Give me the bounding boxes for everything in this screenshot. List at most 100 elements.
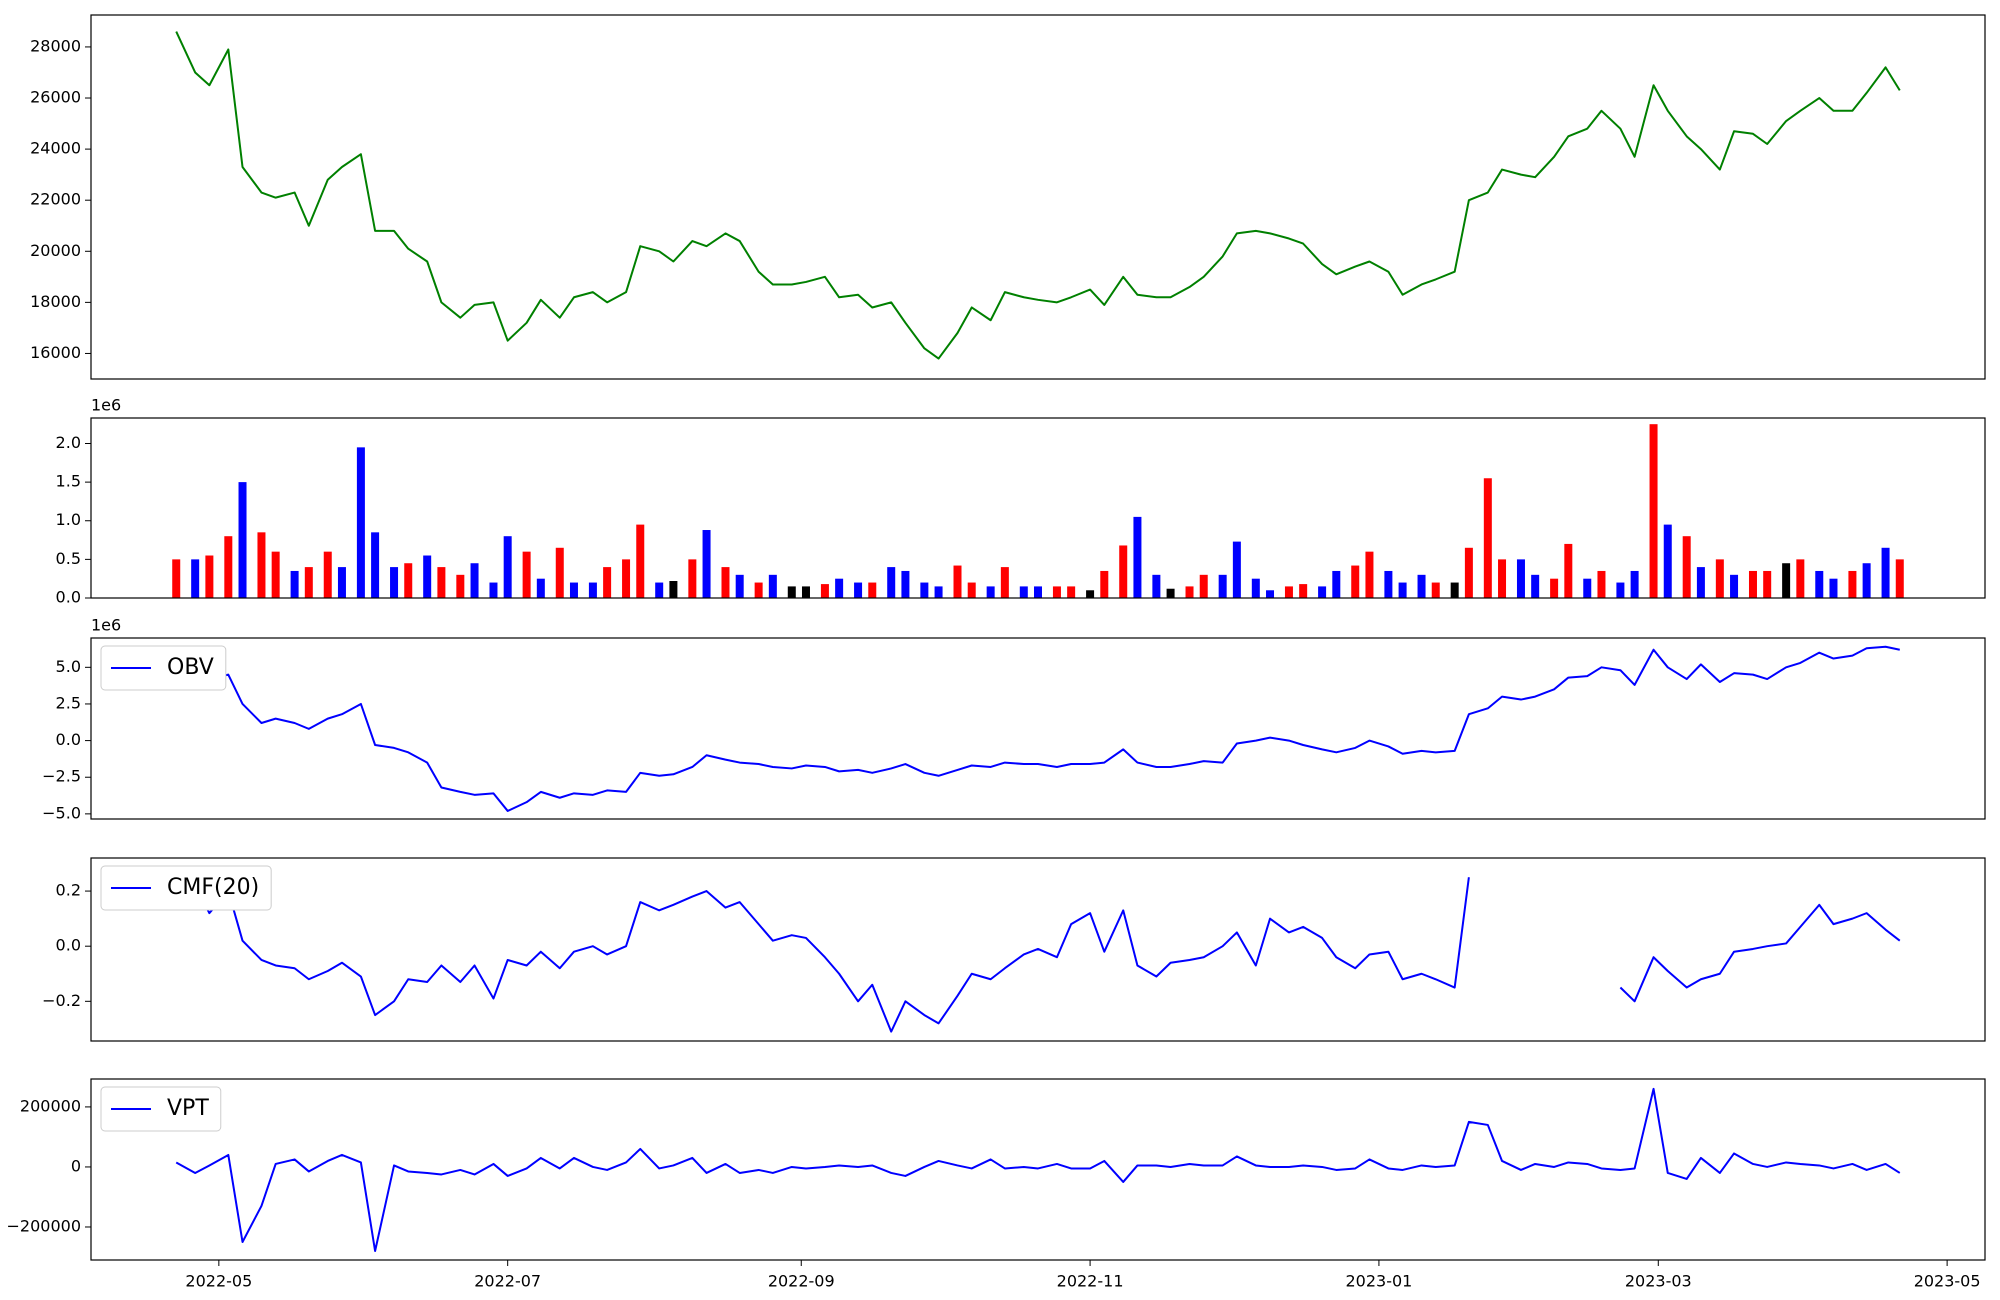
bar	[1318, 586, 1327, 598]
bar	[868, 582, 877, 598]
bar	[304, 567, 313, 598]
bar	[1848, 570, 1857, 598]
bar	[1464, 547, 1473, 598]
bar	[1583, 578, 1592, 598]
bar	[787, 586, 796, 598]
x-tick-label: 2022-05	[185, 1272, 252, 1291]
bar	[1748, 570, 1757, 598]
axes-frame	[90, 637, 1986, 820]
bar	[1185, 586, 1194, 598]
axes-frame	[90, 857, 1986, 1042]
y-tick-label: −200000	[7, 1216, 81, 1235]
bar	[390, 567, 399, 598]
bar	[1483, 478, 1492, 598]
data-line	[175, 1087, 1901, 1252]
bar	[555, 547, 564, 598]
bar	[768, 574, 777, 598]
bar	[1895, 559, 1904, 598]
bar	[934, 586, 943, 598]
y-tick-label: 20000	[30, 241, 81, 260]
bar	[569, 582, 578, 598]
bar	[1715, 559, 1724, 598]
offset-label: 1e6	[91, 616, 121, 635]
bar	[1881, 547, 1890, 598]
bar	[1166, 588, 1175, 598]
bar	[1052, 586, 1061, 598]
x-tick-label: 2023-01	[1345, 1272, 1412, 1291]
bar	[588, 582, 597, 598]
bar	[1034, 586, 1042, 598]
axes-frame	[90, 14, 1986, 380]
bar	[1815, 570, 1824, 598]
bar	[735, 574, 744, 598]
bar	[1597, 570, 1606, 598]
data-line	[175, 31, 1901, 360]
legend-box	[100, 645, 227, 691]
bar	[1351, 565, 1360, 598]
bar	[536, 578, 545, 598]
y-tick-label: −5.0	[42, 803, 81, 822]
bar	[1550, 578, 1559, 598]
bar	[920, 582, 929, 598]
bar	[1251, 578, 1260, 598]
bar	[801, 586, 810, 598]
bar	[1417, 574, 1426, 598]
y-tick-label: 22000	[30, 190, 81, 209]
bar	[1531, 574, 1540, 598]
bar	[489, 582, 498, 598]
bar	[404, 563, 413, 598]
bar	[456, 574, 465, 598]
bar	[1730, 574, 1739, 598]
bar	[1000, 567, 1009, 598]
bar	[854, 582, 863, 598]
bar	[1332, 570, 1341, 598]
bar	[224, 536, 233, 598]
bar	[1649, 424, 1658, 598]
y-tick-label: 5.0	[56, 657, 81, 676]
legend-box	[100, 1086, 222, 1132]
y-tick-label: 0.2	[56, 881, 81, 900]
bar	[522, 551, 531, 598]
bar	[423, 555, 432, 598]
x-tick-label: 2023-05	[1914, 1272, 1981, 1291]
bar	[1119, 545, 1128, 598]
bar	[702, 530, 711, 598]
bar	[688, 559, 697, 598]
y-tick-label: 28000	[30, 36, 81, 55]
bar	[1431, 582, 1440, 598]
bar	[1616, 582, 1625, 598]
y-tick-label: 16000	[30, 343, 81, 362]
bar	[356, 447, 365, 598]
y-tick-label: 24000	[30, 139, 81, 158]
bar	[1782, 563, 1791, 598]
y-tick-label: 1.0	[56, 510, 81, 529]
y-tick-label: 0	[71, 1156, 81, 1175]
legend-label: OBV	[167, 655, 214, 680]
bar	[1630, 570, 1639, 598]
bar	[953, 565, 962, 598]
bar	[1663, 524, 1672, 598]
bar	[1152, 574, 1161, 598]
bar	[636, 524, 645, 598]
data-line	[175, 645, 1900, 812]
bar	[967, 582, 976, 598]
legend-label: CMF(20)	[167, 875, 259, 900]
bar	[1384, 570, 1393, 598]
y-tick-label: 26000	[30, 88, 81, 107]
bar	[1862, 563, 1871, 598]
y-tick-label: −2.5	[42, 767, 81, 786]
offset-label: 1e6	[91, 396, 121, 415]
bar	[238, 482, 247, 598]
bar	[721, 567, 730, 598]
bar	[1100, 570, 1109, 598]
bar	[1067, 586, 1076, 598]
bar	[470, 563, 479, 598]
y-tick-label: 0.0	[56, 588, 81, 607]
bar	[1450, 582, 1459, 598]
y-tick-label: 2.5	[56, 693, 81, 712]
legend-box	[100, 865, 272, 911]
bar	[1284, 586, 1293, 598]
bar	[1516, 559, 1525, 598]
bar	[371, 532, 380, 598]
